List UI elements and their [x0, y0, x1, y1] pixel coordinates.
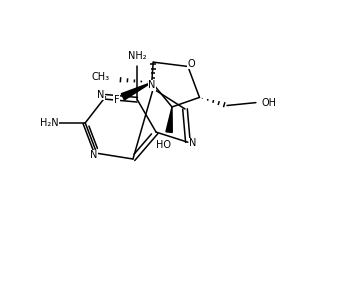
- Text: F: F: [114, 95, 119, 105]
- Text: O: O: [187, 59, 195, 69]
- Text: CH₃: CH₃: [92, 72, 110, 82]
- Text: N: N: [90, 150, 98, 160]
- Text: OH: OH: [262, 98, 277, 108]
- Polygon shape: [121, 82, 152, 100]
- Text: N: N: [97, 90, 105, 100]
- Text: NH₂: NH₂: [128, 51, 147, 61]
- Text: N: N: [148, 80, 155, 90]
- Text: N: N: [189, 138, 196, 148]
- Polygon shape: [166, 107, 172, 133]
- Text: HO: HO: [156, 140, 171, 150]
- Text: H₂N: H₂N: [40, 118, 58, 128]
